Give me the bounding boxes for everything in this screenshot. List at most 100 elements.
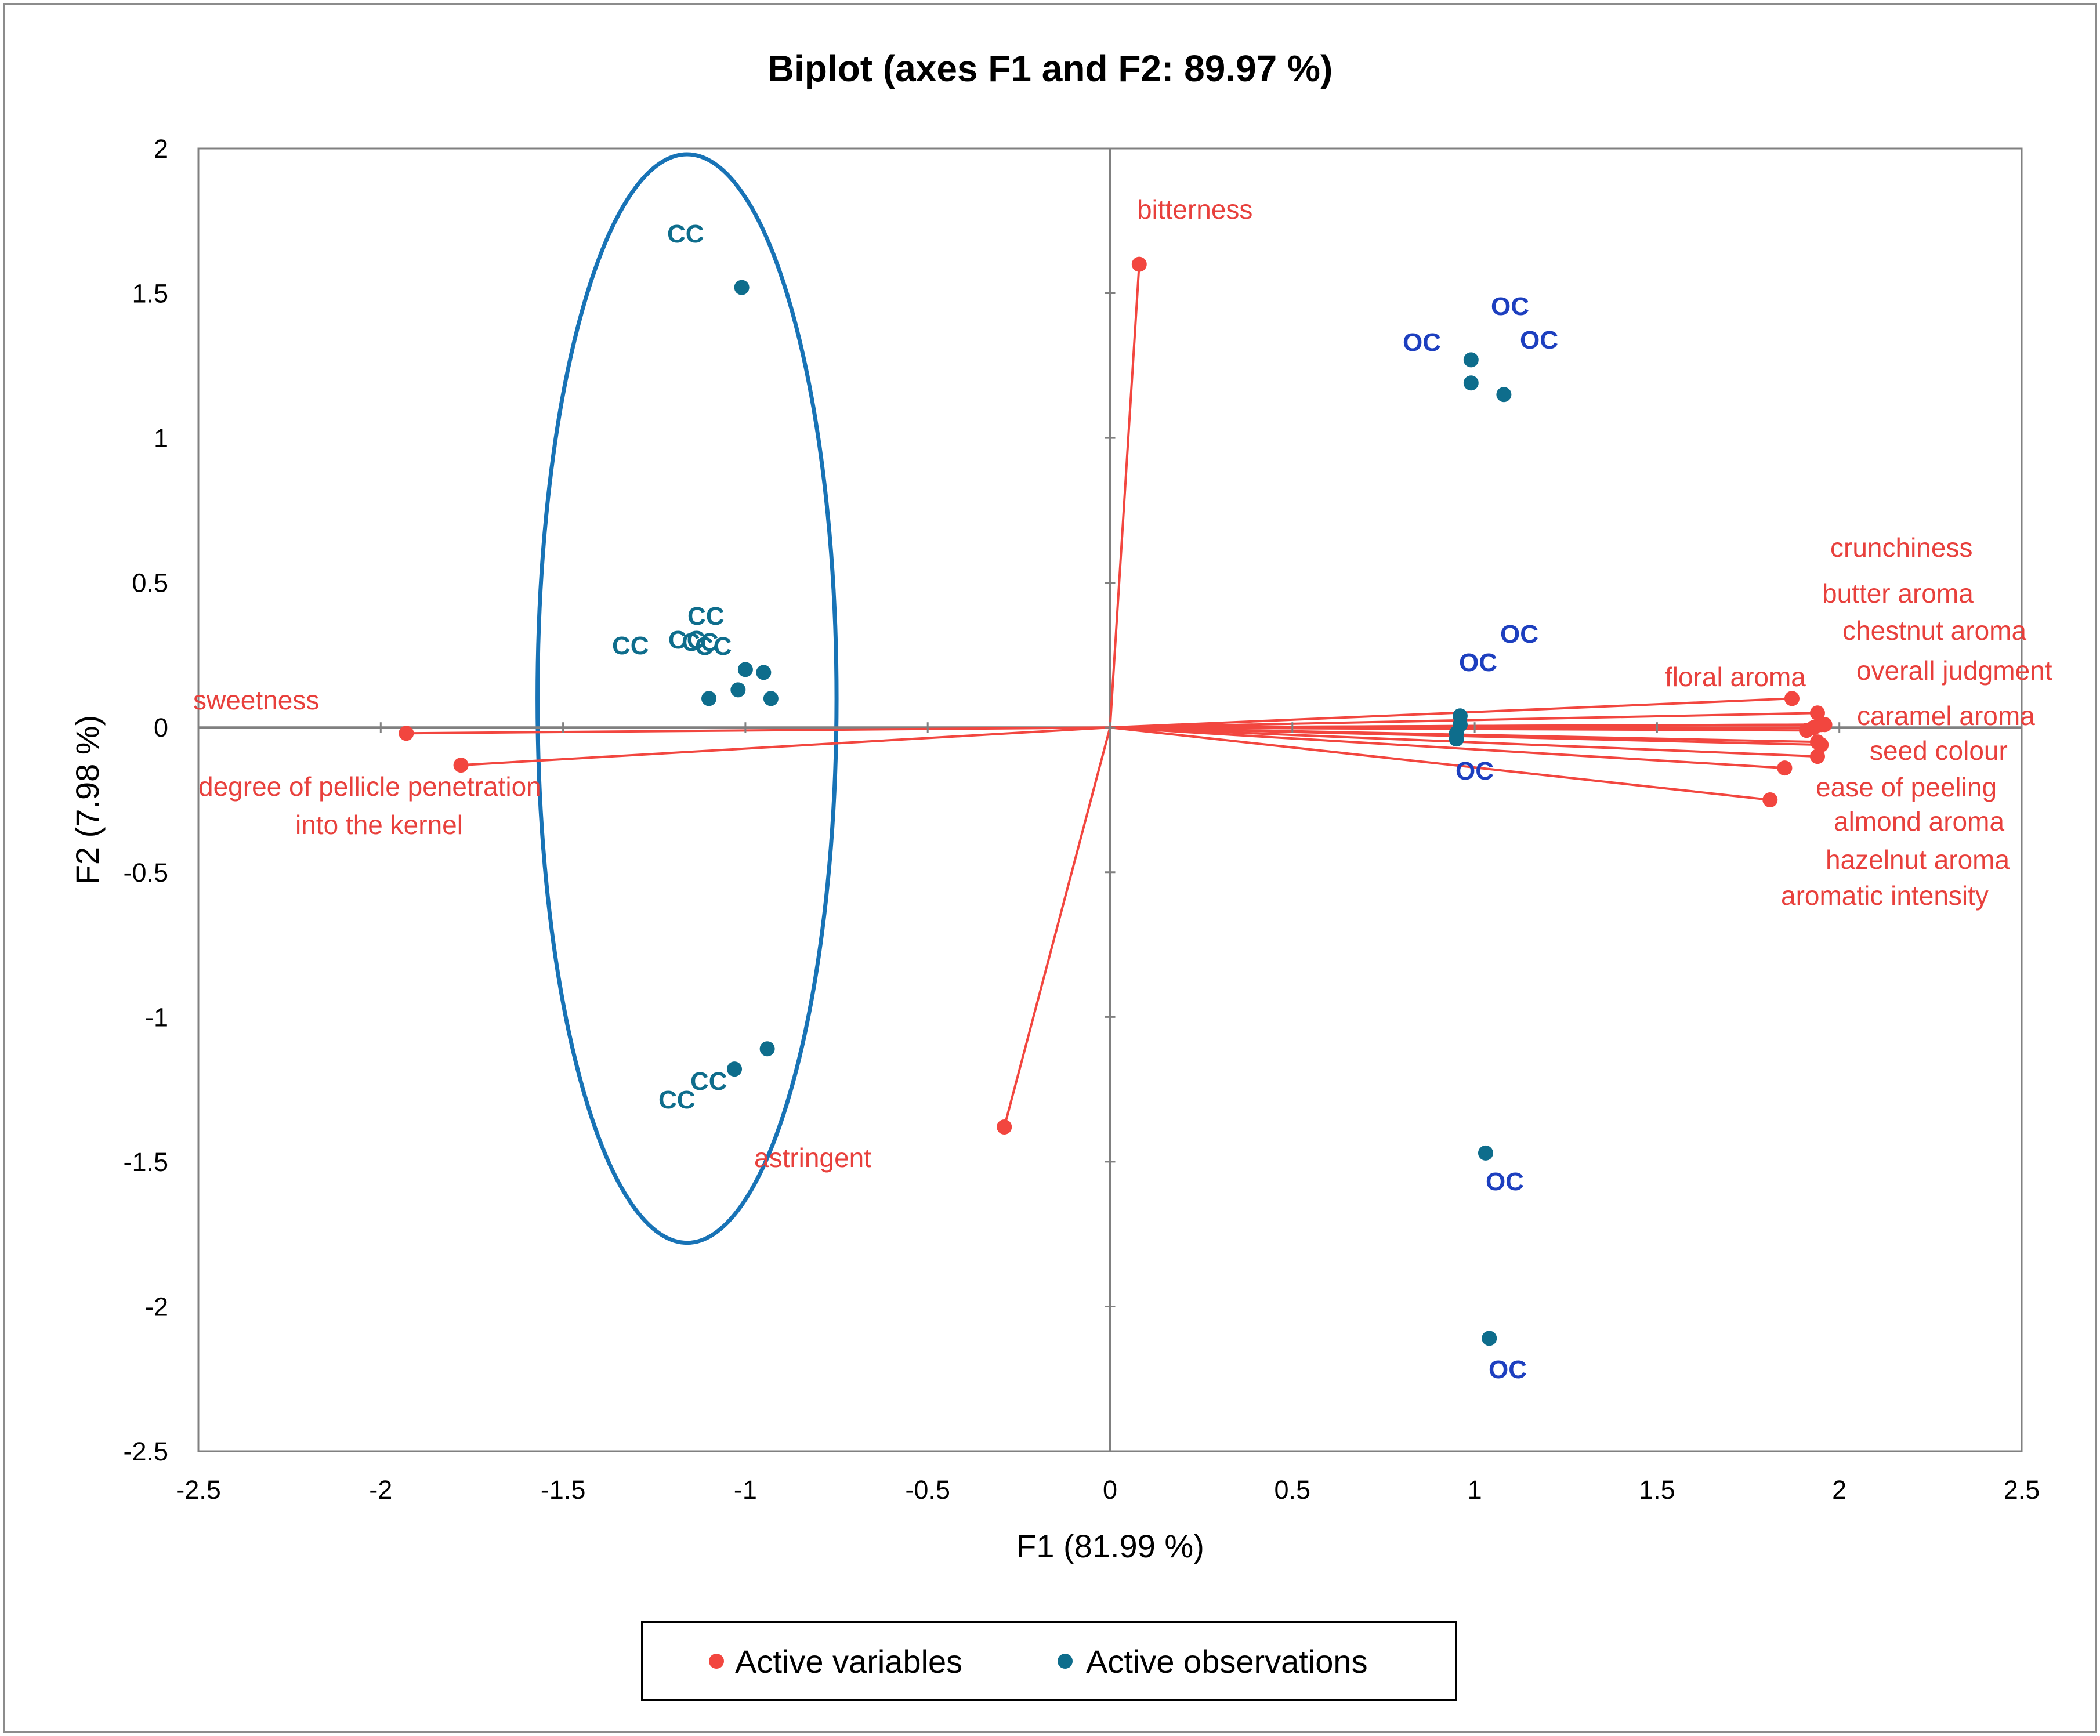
variable-point bbox=[997, 1119, 1012, 1135]
variable-point bbox=[399, 726, 414, 741]
legend: Active variables Active observations bbox=[641, 1621, 1457, 1701]
x-tick-label: 2 bbox=[1832, 1475, 1846, 1505]
variable-point bbox=[1799, 723, 1815, 738]
observation-label: CC bbox=[682, 628, 719, 657]
x-tick-label: 0 bbox=[1103, 1475, 1117, 1505]
variable-label: degree of pellicle penetration into the k… bbox=[198, 771, 541, 840]
y-tick-label: 1 bbox=[154, 423, 168, 453]
y-tick-label: -1.5 bbox=[123, 1147, 168, 1177]
observation-label: CC bbox=[695, 632, 732, 661]
observation-label: CC bbox=[612, 632, 649, 660]
x-tick-label: -1.5 bbox=[541, 1475, 586, 1505]
variable-vector bbox=[1003, 727, 1111, 1128]
observation-label: OC bbox=[1491, 292, 1529, 321]
variable-label: ease of peeling bbox=[1816, 772, 1997, 802]
observation-point bbox=[756, 665, 772, 680]
ellipse-layer bbox=[535, 152, 839, 1245]
axis-ticks: -2.5 -2 -1.5 -1 -0.5 0 0.5 1 1.5 2 2.5 2 1.5 1 0.5 0 -0.… bbox=[123, 134, 2040, 1505]
variable-point bbox=[1809, 705, 1825, 721]
variable-point bbox=[1762, 792, 1778, 807]
variable-vector bbox=[1110, 726, 1785, 770]
variable-vector bbox=[1110, 726, 1770, 801]
variable-label: almond aroma bbox=[1834, 806, 2004, 836]
cc-group-ellipse bbox=[535, 152, 839, 1245]
observation-point bbox=[701, 691, 717, 706]
observation-point bbox=[727, 1061, 743, 1077]
variable-label: butter aroma bbox=[1822, 578, 1974, 608]
y-tick-label: -2 bbox=[145, 1292, 168, 1321]
observation-label: OC bbox=[1459, 648, 1497, 677]
observation-point bbox=[1463, 375, 1479, 391]
y-axis-title: F2 (7.98 %) bbox=[69, 715, 106, 885]
observation-point bbox=[737, 662, 753, 677]
legend-observations-marker bbox=[1058, 1654, 1073, 1669]
observation-label: CC bbox=[668, 626, 705, 654]
observation-point bbox=[1449, 731, 1464, 747]
observation-label: OC bbox=[1486, 1168, 1524, 1196]
observation-label: CC bbox=[658, 1086, 696, 1114]
legend-box bbox=[641, 1621, 1457, 1701]
variable-point bbox=[1131, 256, 1147, 272]
observation-point bbox=[1478, 1145, 1493, 1161]
variable-label: crunchiness bbox=[1830, 532, 1972, 563]
variable-point bbox=[1809, 734, 1825, 750]
x-tick-label: 2.5 bbox=[2004, 1475, 2040, 1505]
observation-label: OC bbox=[1500, 620, 1538, 648]
chart-title: Biplot (axes F1 and F2: 89.97 %) bbox=[767, 48, 1333, 89]
variable-vector bbox=[406, 726, 1110, 735]
outer-frame bbox=[3, 3, 2097, 1733]
variable-point bbox=[1784, 691, 1800, 706]
y-tick-label: 0 bbox=[154, 713, 168, 742]
x-tick-label: -2.5 bbox=[176, 1475, 221, 1505]
observation-label: CC bbox=[690, 1067, 727, 1096]
observation-point bbox=[763, 691, 779, 706]
legend-variables-label: Active variables bbox=[735, 1643, 962, 1680]
variable-label: sweetness bbox=[193, 685, 319, 715]
variable-label: aromatic intensity bbox=[1781, 880, 1989, 911]
observation-label: OC bbox=[1455, 757, 1494, 785]
observation-point bbox=[734, 280, 750, 295]
observation-point bbox=[1496, 387, 1512, 403]
observation-label: OC bbox=[1489, 1356, 1527, 1384]
variable-label: hazelnut aroma bbox=[1826, 845, 2010, 875]
x-tick-label: 1 bbox=[1468, 1475, 1482, 1505]
y-tick-label: -1 bbox=[145, 1002, 168, 1032]
variable-label: floral aroma bbox=[1665, 662, 1806, 692]
variable-vector bbox=[1110, 697, 1793, 729]
observation-point bbox=[730, 682, 746, 698]
variable-point bbox=[453, 758, 469, 773]
observation-label: OC bbox=[1403, 328, 1441, 357]
legend-observations-label: Active observations bbox=[1086, 1643, 1368, 1680]
variable-label: caramel aroma bbox=[1857, 701, 2035, 731]
x-tick-label: -1 bbox=[734, 1475, 757, 1505]
observation-label: OC bbox=[1520, 326, 1558, 354]
x-axis-title: F1 (81.99 %) bbox=[1016, 1528, 1204, 1564]
variable-label: chestnut aroma bbox=[1842, 615, 2026, 646]
variable-label: astringent bbox=[754, 1143, 871, 1173]
y-tick-label: -0.5 bbox=[123, 858, 168, 887]
y-tick-label: 2 bbox=[154, 134, 168, 164]
variable-label: overall judgment bbox=[1856, 655, 2052, 686]
y-tick-label: -2.5 bbox=[123, 1437, 168, 1466]
variable-vector bbox=[1109, 264, 1140, 728]
observation-point bbox=[759, 1041, 775, 1057]
x-tick-label: 0.5 bbox=[1275, 1475, 1311, 1505]
y-tick-label: 0.5 bbox=[132, 568, 168, 598]
x-tick-label: 1.5 bbox=[1639, 1475, 1675, 1505]
x-tick-label: -2 bbox=[369, 1475, 392, 1505]
observation-label: CC bbox=[667, 220, 704, 248]
observation-point bbox=[1463, 352, 1479, 368]
variable-label: seed colour bbox=[1870, 735, 2008, 766]
variable-label: bitterness bbox=[1137, 194, 1252, 224]
variable-point bbox=[1777, 760, 1793, 776]
observation-points bbox=[701, 280, 1512, 1346]
variable-vector bbox=[1110, 726, 1818, 758]
variable-points bbox=[399, 256, 1833, 1135]
variable-point bbox=[1809, 749, 1825, 764]
observation-point bbox=[1482, 1331, 1497, 1346]
point-labels: bitterness crunchiness butter aroma chestnu… bbox=[193, 194, 2052, 1384]
variable-vector bbox=[461, 726, 1110, 767]
y-tick-label: 1.5 bbox=[132, 279, 168, 309]
observation-label: CC bbox=[687, 602, 725, 630]
